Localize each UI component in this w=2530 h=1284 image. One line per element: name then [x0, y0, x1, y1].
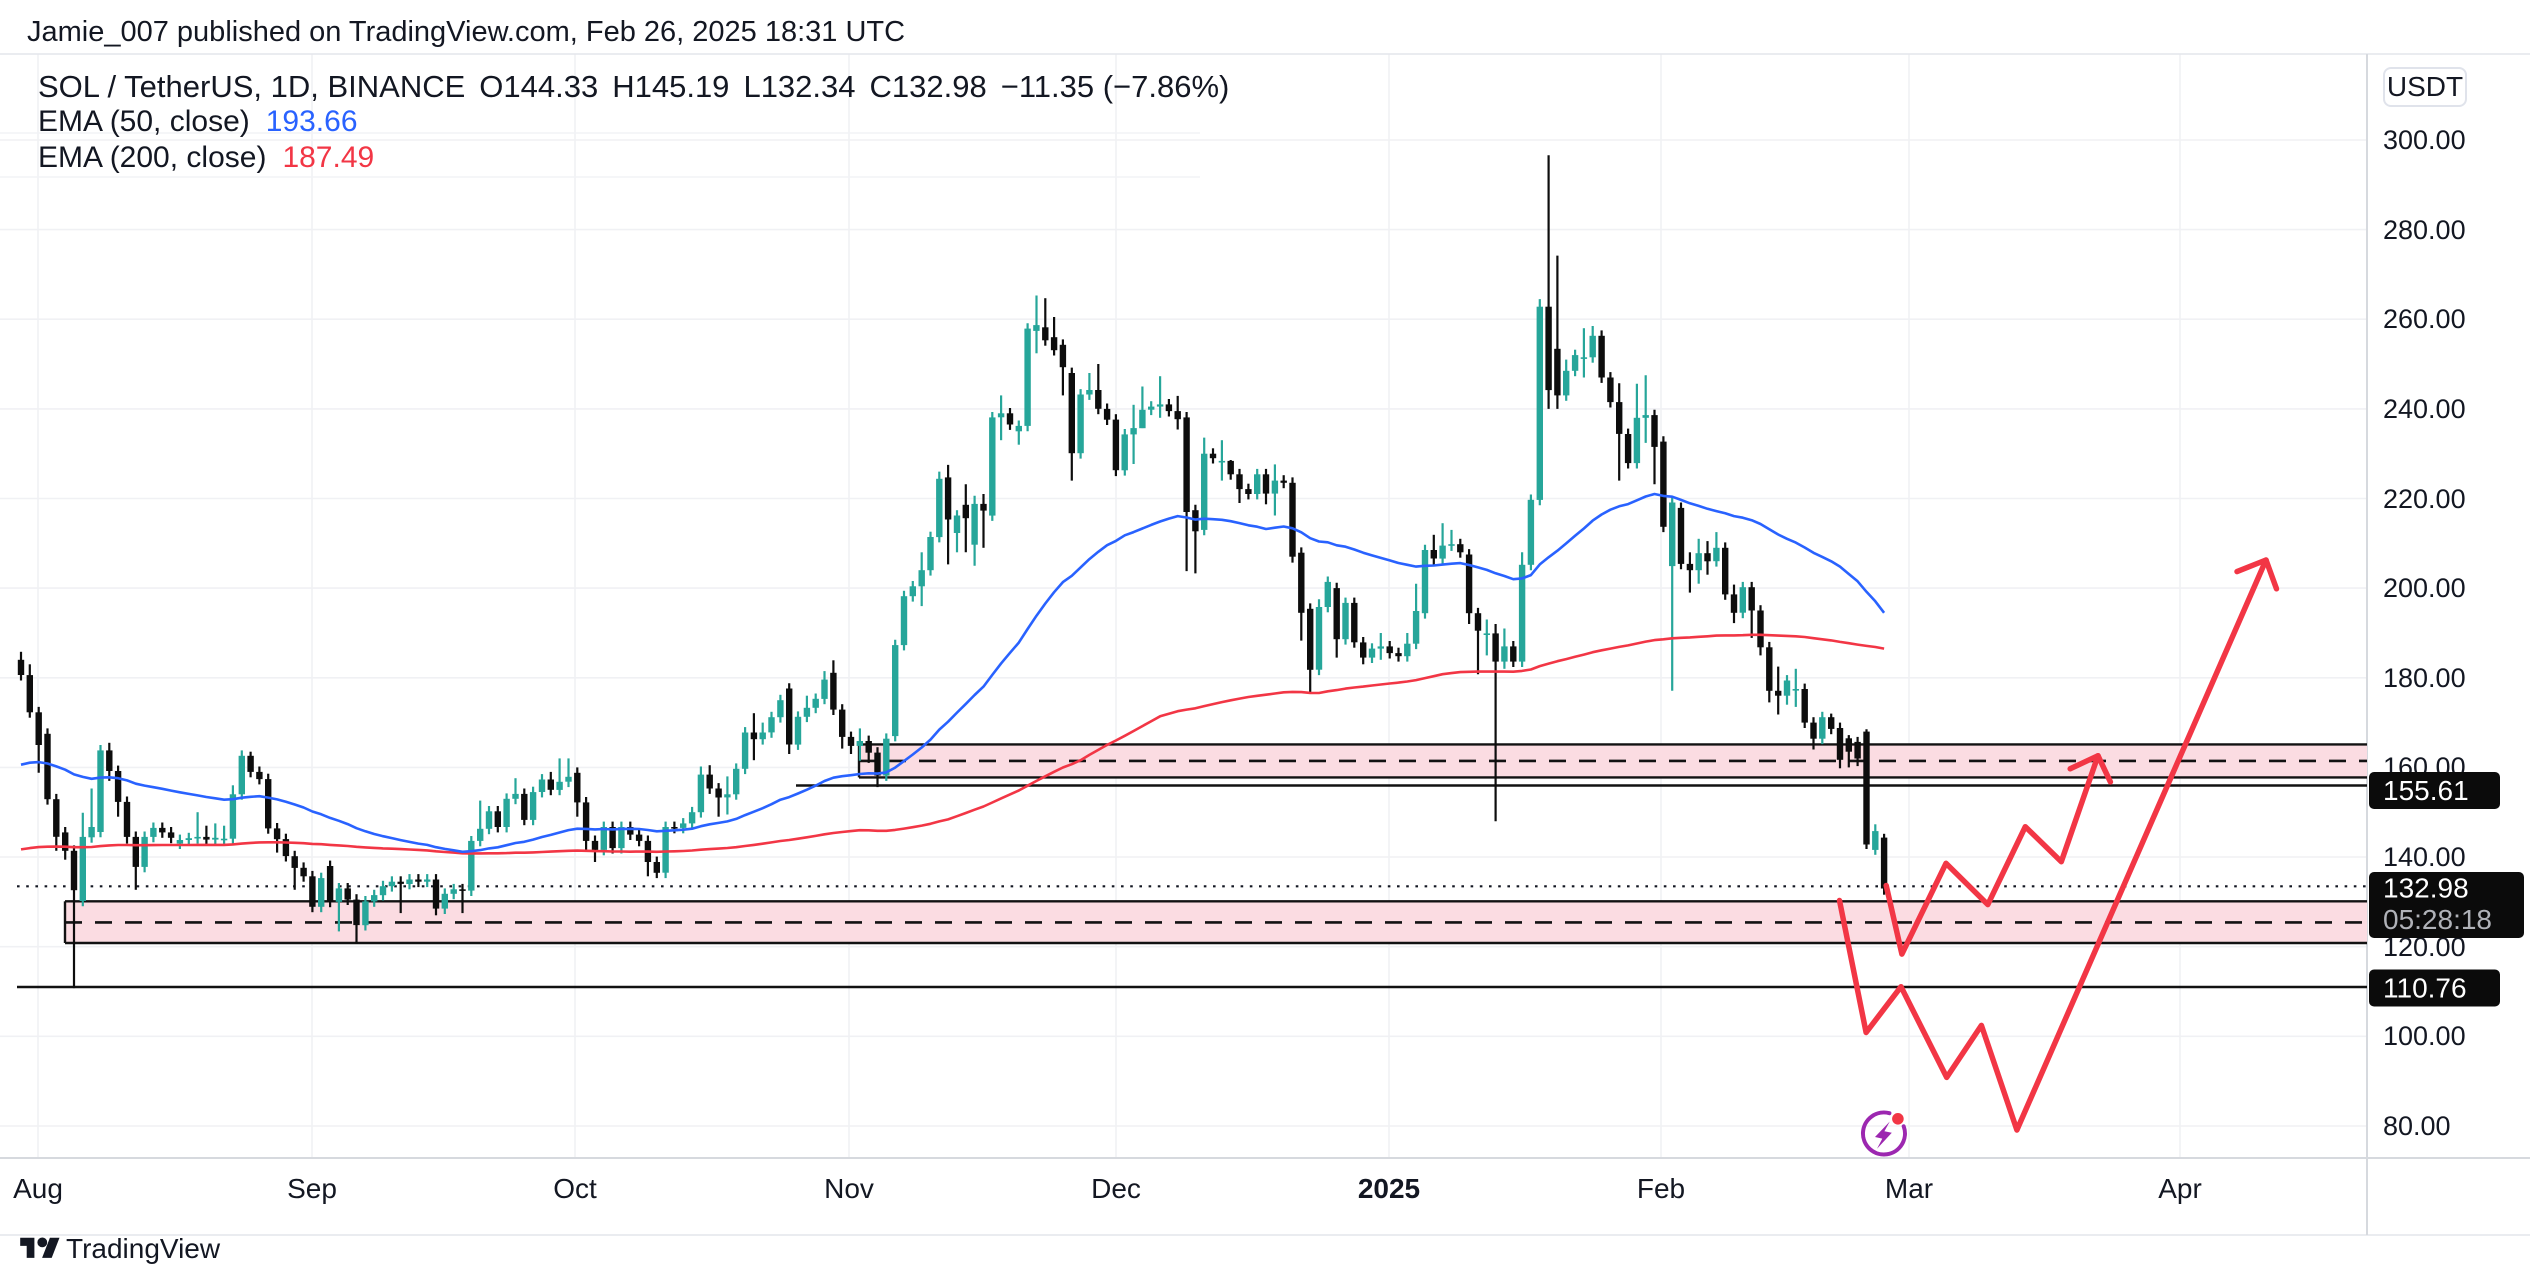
- svg-text:260.00: 260.00: [2383, 304, 2466, 334]
- svg-text:300.00: 300.00: [2383, 125, 2466, 155]
- svg-text:Nov: Nov: [824, 1173, 874, 1204]
- svg-text:Feb: Feb: [1637, 1173, 1685, 1204]
- svg-text:Aug: Aug: [13, 1173, 63, 1204]
- svg-text:Oct: Oct: [553, 1173, 597, 1204]
- svg-text:Dec: Dec: [1091, 1173, 1141, 1204]
- svg-text:TradingView: TradingView: [66, 1233, 221, 1264]
- svg-text:05:28:18: 05:28:18: [2383, 904, 2492, 935]
- svg-text:80.00: 80.00: [2383, 1111, 2451, 1141]
- svg-text:180.00: 180.00: [2383, 663, 2466, 693]
- svg-text:Apr: Apr: [2158, 1173, 2202, 1204]
- svg-text:280.00: 280.00: [2383, 215, 2466, 245]
- svg-text:132.98: 132.98: [2383, 873, 2469, 904]
- svg-text:155.61: 155.61: [2383, 775, 2469, 806]
- svg-text:200.00: 200.00: [2383, 573, 2466, 603]
- svg-text:Jamie_007 published on Trading: Jamie_007 published on TradingView.com, …: [27, 16, 905, 48]
- svg-text:USDT: USDT: [2387, 71, 2463, 102]
- svg-text:140.00: 140.00: [2383, 842, 2466, 872]
- svg-text:100.00: 100.00: [2383, 1021, 2466, 1051]
- svg-text:220.00: 220.00: [2383, 484, 2466, 514]
- svg-text:Mar: Mar: [1885, 1173, 1933, 1204]
- svg-text:110.76: 110.76: [2383, 973, 2467, 1004]
- svg-text:2025: 2025: [1358, 1173, 1420, 1204]
- svg-text:EMA (200, close)187.49: EMA (200, close) 187.49: [38, 141, 374, 174]
- svg-text:240.00: 240.00: [2383, 394, 2466, 424]
- svg-text:EMA (50, close)193.66: EMA (50, close) 193.66: [38, 105, 358, 138]
- svg-text:Sep: Sep: [287, 1173, 337, 1204]
